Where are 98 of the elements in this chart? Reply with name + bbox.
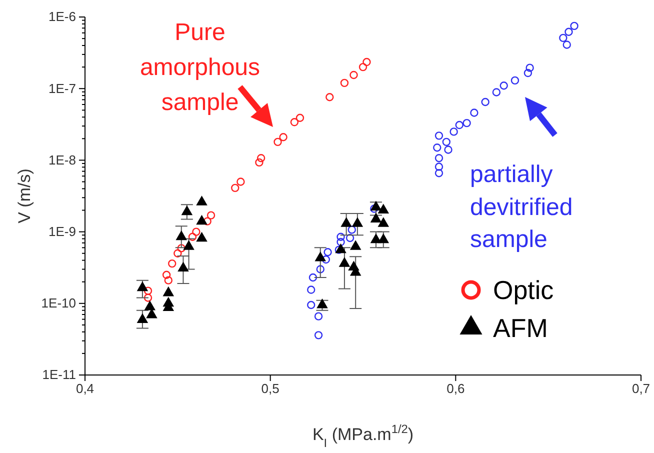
point	[274, 138, 282, 146]
point	[256, 154, 266, 162]
point	[564, 28, 573, 36]
point	[176, 230, 188, 240]
point	[178, 262, 189, 272]
point	[314, 312, 323, 320]
point	[196, 196, 208, 206]
point	[183, 240, 194, 250]
point	[362, 58, 371, 66]
point	[144, 286, 152, 295]
point	[196, 232, 208, 242]
point	[562, 40, 571, 49]
point	[174, 249, 182, 258]
point	[336, 238, 345, 246]
point	[492, 88, 501, 96]
point	[378, 204, 390, 214]
point	[434, 169, 444, 178]
point	[316, 265, 324, 274]
y-tick-label: 1E-11	[42, 367, 76, 382]
point	[236, 178, 245, 186]
y-tick-label: 1E-6	[48, 9, 76, 24]
point	[206, 211, 216, 220]
point	[296, 114, 304, 122]
point	[350, 240, 362, 250]
point	[162, 270, 171, 280]
point	[335, 243, 346, 254]
point	[340, 78, 349, 88]
x-tick-label: 0,7	[632, 381, 650, 396]
point	[181, 205, 193, 216]
point	[326, 93, 334, 102]
y-tick-label: 1E-10	[41, 296, 76, 311]
point	[433, 143, 442, 152]
point	[378, 217, 390, 227]
x-tick-label: 0,6	[446, 381, 465, 396]
point	[470, 108, 478, 117]
point	[340, 217, 352, 227]
point	[462, 118, 471, 128]
point	[370, 204, 378, 213]
point	[231, 184, 240, 192]
point	[370, 200, 382, 211]
point	[164, 276, 172, 284]
point	[370, 212, 382, 222]
point	[203, 217, 212, 226]
point	[378, 233, 390, 244]
legend-label: Optic	[493, 275, 554, 305]
y-axis-title: V (m/s)	[15, 168, 34, 224]
point	[444, 146, 452, 154]
point	[510, 76, 520, 85]
point	[136, 281, 148, 292]
y-tick-label: 1E-8	[48, 152, 76, 168]
point	[481, 98, 490, 106]
x-tick-label: 0,5	[261, 381, 280, 396]
point	[350, 70, 358, 80]
point	[314, 252, 326, 262]
legend-label: AFM	[493, 313, 548, 343]
point	[192, 228, 200, 236]
point	[168, 259, 176, 268]
point	[316, 298, 328, 308]
point	[524, 68, 532, 78]
point	[136, 313, 148, 324]
point	[352, 217, 364, 227]
point	[307, 286, 316, 294]
point	[348, 260, 360, 270]
point	[290, 118, 299, 126]
point	[455, 120, 464, 130]
point	[450, 128, 458, 136]
point	[307, 300, 316, 310]
point	[188, 232, 197, 241]
y-tick-label: 1E-9	[48, 224, 76, 239]
point	[314, 331, 323, 340]
point	[526, 64, 534, 72]
point	[338, 257, 350, 267]
point	[434, 154, 444, 162]
point	[442, 138, 450, 146]
point	[500, 82, 508, 90]
annotation: partially devitrified sample	[470, 161, 573, 253]
point	[196, 214, 208, 225]
point	[324, 248, 332, 256]
point	[434, 132, 444, 140]
x-tick-label: 0,4	[76, 381, 94, 396]
point	[559, 34, 568, 42]
point	[162, 286, 174, 296]
point	[144, 300, 156, 310]
point	[434, 162, 444, 171]
annotation: Pure amorphous sample	[140, 19, 260, 116]
point	[279, 133, 288, 142]
point	[336, 232, 345, 241]
point	[255, 158, 264, 167]
point	[348, 226, 356, 234]
point	[144, 294, 152, 302]
y-tick-label: 1E-7	[48, 80, 76, 96]
point	[346, 234, 354, 242]
point	[308, 273, 318, 282]
point	[358, 62, 368, 72]
point	[322, 255, 330, 264]
point	[570, 22, 578, 30]
point	[177, 244, 186, 252]
x-axis-title: K$_{I}$ (MPa.m$^{1/2}$)	[312, 422, 414, 450]
